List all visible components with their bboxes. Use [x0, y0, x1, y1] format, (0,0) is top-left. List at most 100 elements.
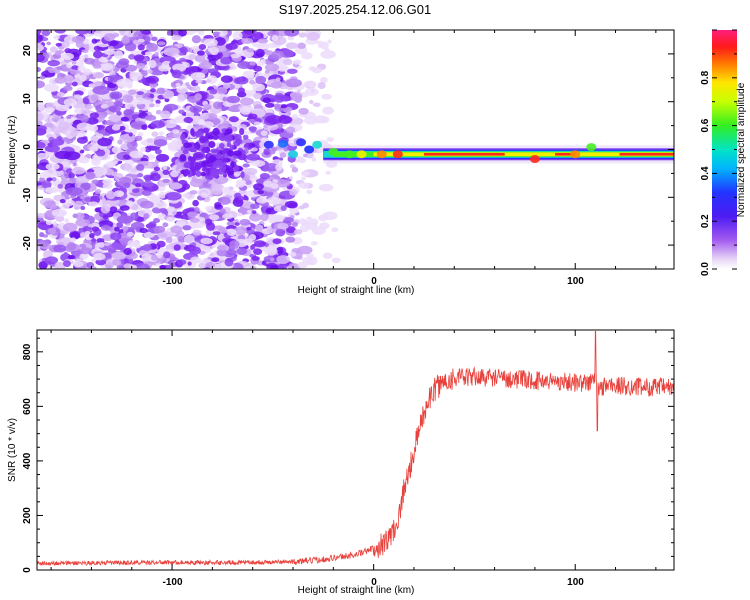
spectrogram-noise-cell — [183, 116, 194, 124]
spectrogram-noise-cell — [116, 215, 134, 224]
spectrogram-noise-cell — [320, 49, 336, 59]
spectrogram-noise-cell — [123, 247, 132, 256]
spectrogram-noise-cell — [192, 85, 201, 93]
spectrogram-noise-cell — [198, 30, 205, 36]
spectrogram-noise-cell — [176, 259, 187, 266]
spectrogram-panel: -100 0 100 Height of straight line (km) … — [7, 29, 675, 296]
spectrogram-noise-cell — [200, 192, 208, 198]
spectrogram-noise-cell — [63, 151, 81, 161]
spectrogram-noise-cell — [144, 146, 152, 153]
spectrogram-noise-cell — [158, 131, 164, 136]
spectrogram-noise-cell — [102, 183, 113, 189]
spectrogram-noise-cell — [182, 193, 190, 198]
spectrogram-noise-cell — [246, 153, 261, 161]
spectrogram-noise-cell — [290, 92, 303, 102]
spectrogram-noise-cell — [212, 31, 221, 36]
spectrogram-noise-cell — [205, 262, 216, 268]
spectrogram-noise-cell — [264, 63, 280, 72]
spectrogram-noise-cell — [135, 94, 143, 99]
spectrogram-noise-cell — [102, 179, 113, 185]
spectrogram-noise-cell — [37, 112, 44, 121]
spectrogram-noise-cell — [270, 81, 283, 89]
spectrogram-noise-cell — [205, 79, 212, 83]
spectrogram-noise-cell — [123, 182, 131, 189]
spectrogram-noise-cell — [257, 60, 266, 66]
spectrogram-noise-cell — [54, 261, 66, 269]
spectrogram-noise-cell — [298, 218, 307, 225]
spectrogram-noise-cell — [242, 134, 249, 140]
spectrogram-noise-cell — [182, 225, 192, 231]
signal-blob — [296, 138, 307, 147]
spectrogram-noise-cell — [177, 92, 188, 101]
spectrogram-noise-cell — [253, 121, 261, 126]
spectrogram-noise-cell — [189, 160, 195, 169]
spectrogram-noise-cell — [190, 256, 202, 264]
spectrogram-noise-cell — [251, 147, 258, 152]
spectrogram-noise-cell — [179, 46, 188, 54]
spectrogram-noise-cell — [79, 74, 87, 82]
spectrogram-noise-cell — [54, 30, 67, 34]
spectrogram-noise-cell — [140, 69, 148, 77]
spectrogram-noise-cell — [51, 117, 60, 122]
spectrogram-noise-cell — [171, 69, 182, 79]
spectrogram-noise-cell — [193, 153, 204, 159]
spectrogram-noise-cell — [115, 61, 129, 69]
spectrogram-noise-cell — [126, 231, 134, 237]
spectrogram-noise-cell — [179, 154, 187, 162]
spectrogram-noise-cell — [92, 71, 105, 79]
spectrogram-noise-cell — [200, 61, 213, 70]
spectrogram-noise-cell — [280, 205, 287, 212]
spectrogram-noise-cell — [88, 201, 99, 207]
spectrogram-noise-cell — [246, 226, 252, 231]
spectrogram-noise-cell — [248, 119, 256, 123]
spectrogram-noise-cell — [189, 190, 198, 195]
spectrogram-noise-cell — [194, 93, 202, 101]
spectrogram-noise-cell — [123, 263, 133, 269]
snr-x-tick-label-100: 100 — [567, 577, 584, 588]
spectrogram-noise-cell — [216, 86, 228, 95]
spectrogram-noise-cell — [167, 132, 175, 137]
signal-blob — [277, 139, 288, 148]
spectrogram-noise-cell — [165, 236, 173, 244]
spectrogram-noise-cell — [39, 232, 45, 238]
spectrogram-noise-cell — [269, 148, 276, 155]
spectrogram-noise-cell — [60, 52, 75, 60]
spectrogram-noise-cell — [45, 220, 53, 226]
spectrogram-noise-cell — [285, 42, 298, 49]
spectrogram-noise-cell — [228, 167, 234, 174]
spectrogram-noise-cell — [88, 125, 99, 132]
spectrogram-noise-cell — [84, 230, 91, 236]
spectrogram-noise-cell — [140, 146, 147, 152]
spectrogram-noise-cell — [126, 140, 138, 150]
spectrogram-noise-cell — [62, 222, 78, 232]
spectrogram-noise-cell — [243, 106, 254, 113]
spectrogram-noise-cell — [92, 64, 102, 69]
spectrogram-noise-cell — [91, 179, 99, 185]
spectrogram-noise-cell — [224, 258, 234, 267]
spectrogram-noise-cell — [72, 261, 84, 268]
spectrogram-noise-cell — [120, 116, 130, 122]
spectrogram-noise-cell — [331, 257, 341, 264]
spectrogram-noise-cell — [129, 106, 135, 111]
spectrogram-noise-cell — [97, 137, 112, 147]
spectrogram-noise-cell — [264, 69, 270, 74]
spectrogram-noise-cell — [116, 110, 122, 116]
signal-blob — [312, 140, 323, 149]
spectrogram-noise-cell — [227, 149, 235, 157]
spectrogram-noise-cell — [117, 139, 123, 145]
spectrogram-noise-cell — [302, 256, 314, 266]
spectrogram-noise-cell — [125, 200, 134, 208]
spectrogram-noise-cell — [234, 76, 249, 85]
spectrogram-noise-cell — [55, 42, 62, 47]
spectrogram-noise-cell — [169, 118, 179, 125]
spectrogram-noise-cell — [235, 181, 245, 188]
spectrogram-noise-cell — [200, 237, 213, 245]
snr-x-ticks — [50, 330, 657, 570]
spectrogram-noise-cell — [57, 183, 64, 189]
spectrogram-noise-cell — [252, 210, 257, 214]
spectrogram-noise-cell — [79, 232, 86, 238]
spectrogram-noise-cell — [188, 54, 196, 60]
spectrogram-noise-cell — [119, 125, 126, 131]
spectrogram-noise-cell — [37, 120, 43, 127]
snr-y-tick-label-0: 0 — [22, 567, 33, 573]
